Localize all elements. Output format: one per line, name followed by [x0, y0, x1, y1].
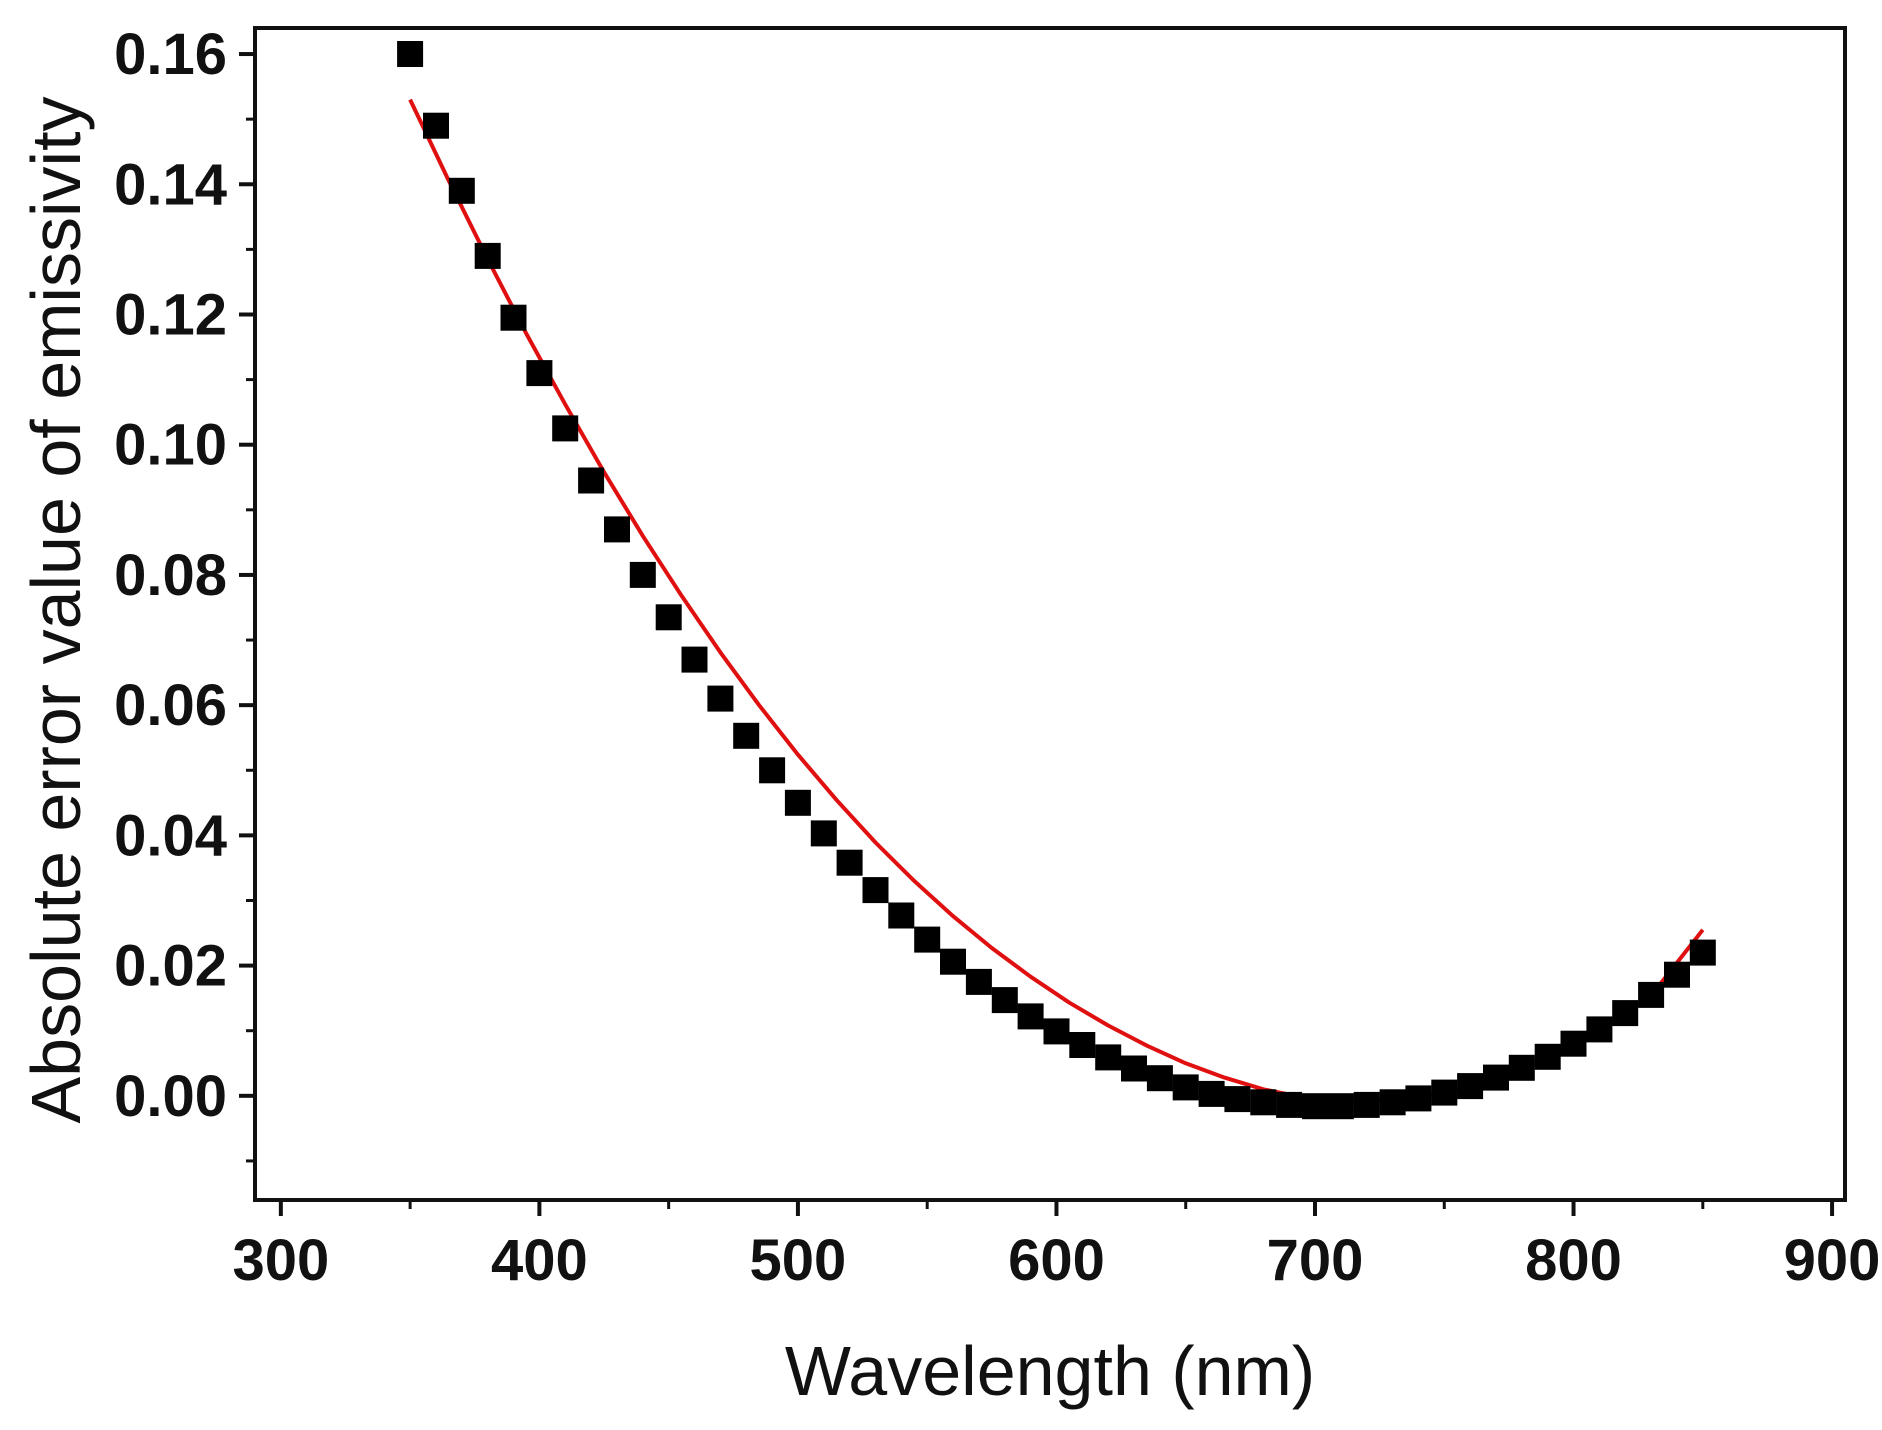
data-point [604, 516, 630, 543]
data-point [397, 41, 424, 67]
data-point [1146, 1065, 1173, 1092]
data-point [1457, 1073, 1484, 1100]
x-tick-label: 300 [232, 1228, 329, 1293]
data-point [991, 987, 1018, 1014]
data-point [810, 820, 837, 847]
labels-layer: 300 400 500 600 700 800 900 0.00 0.02 0.04 0.06 0.0… [114, 22, 1880, 1293]
data-point [1017, 1003, 1044, 1030]
x-tick-label: 500 [750, 1228, 847, 1293]
data-point [578, 467, 605, 494]
y-tick-label: 0.10 [114, 413, 227, 478]
data-point [1560, 1030, 1587, 1057]
data-point [1638, 981, 1665, 1008]
data-point [1405, 1085, 1432, 1112]
y-tick-label: 0.02 [114, 934, 227, 999]
data-point [707, 685, 734, 712]
markers-layer [397, 41, 1716, 1120]
x-tick-label: 800 [1525, 1228, 1622, 1293]
data-point [500, 304, 527, 331]
data-point [655, 604, 682, 631]
y-tick-label: 0.14 [114, 152, 227, 217]
y-tick-label: 0.06 [114, 673, 227, 738]
y-tick-label: 0.04 [114, 803, 227, 868]
data-point [1043, 1018, 1070, 1045]
data-point [552, 415, 579, 442]
data-point [914, 926, 941, 953]
data-point [1302, 1093, 1328, 1120]
x-tick-label: 900 [1784, 1228, 1881, 1293]
data-point [1069, 1032, 1096, 1058]
data-point [1172, 1074, 1199, 1101]
x-tick-label: 400 [491, 1228, 588, 1293]
data-point [1689, 939, 1716, 966]
data-point [1276, 1091, 1303, 1118]
ticks-layer [239, 52, 1835, 1216]
data-point [1508, 1054, 1535, 1081]
data-point [1534, 1043, 1561, 1070]
data-point [759, 757, 786, 784]
data-point [1353, 1091, 1380, 1118]
y-tick-label: 0.12 [114, 282, 227, 347]
x-tick-label: 700 [1267, 1228, 1364, 1293]
data-point [681, 646, 708, 673]
data-point [1095, 1044, 1122, 1071]
data-point [836, 849, 863, 876]
data-point [1431, 1079, 1458, 1106]
plot-frame [253, 26, 1847, 1202]
data-point [888, 902, 915, 929]
data-point [1121, 1055, 1147, 1082]
data-point [1483, 1064, 1509, 1091]
data-point [526, 360, 553, 387]
data-point [784, 789, 811, 816]
data-point [1586, 1016, 1613, 1043]
data-point [629, 561, 656, 588]
x-tick-label: 600 [1008, 1228, 1105, 1293]
data-point [423, 112, 449, 139]
y-tick-label: 0.16 [114, 22, 227, 87]
data-point [965, 968, 992, 995]
y-tick-label: 0.00 [114, 1064, 227, 1129]
data-point [1664, 961, 1690, 988]
data-point [1327, 1093, 1354, 1120]
data-point [733, 722, 760, 749]
data-point [940, 948, 966, 975]
data-point [1224, 1086, 1251, 1113]
x-axis-title: Wavelength (nm) [785, 1332, 1315, 1410]
data-point [474, 242, 501, 269]
y-tick-label: 0.08 [114, 543, 227, 608]
data-point [1379, 1089, 1406, 1116]
data-point [1612, 1000, 1639, 1027]
data-point [1250, 1089, 1277, 1116]
data-point [448, 177, 475, 204]
data-point [1198, 1080, 1225, 1107]
y-axis-title: Absolute error value of emissivity [17, 96, 95, 1123]
data-point [862, 877, 889, 904]
